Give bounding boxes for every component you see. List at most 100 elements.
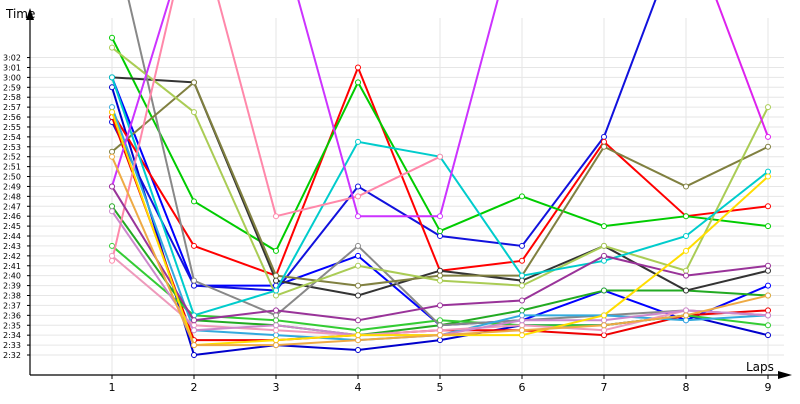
data-point [683, 287, 689, 294]
data-point [191, 317, 197, 324]
x-axis-arrow [778, 371, 792, 379]
data-point [601, 133, 607, 140]
data-point [355, 347, 361, 354]
data-point [355, 282, 361, 289]
data-point [601, 138, 607, 145]
ticks-layer: 2:322:332:342:352:362:372:382:392:402:41… [3, 54, 772, 394]
x-tick-label: 6 [519, 381, 526, 394]
data-point [273, 312, 279, 319]
data-point [191, 277, 197, 284]
data-point [683, 267, 689, 274]
y-tick-label: 2:50 [3, 173, 21, 182]
data-point [519, 312, 525, 319]
data-point [109, 183, 115, 190]
series-19 [109, 183, 771, 324]
data-point [601, 287, 607, 294]
data-point [519, 322, 525, 329]
data-point [765, 203, 771, 210]
data-point [601, 143, 607, 150]
data-point [765, 292, 771, 299]
data-point [355, 327, 361, 334]
data-point [191, 79, 197, 86]
data-point [109, 44, 115, 51]
data-point [355, 317, 361, 324]
y-tick-label: 2:58 [3, 93, 21, 102]
data-point [355, 332, 361, 339]
data-point [109, 34, 115, 41]
y-tick-label: 2:34 [3, 331, 21, 340]
data-point [765, 332, 771, 339]
data-point [437, 337, 443, 344]
data-point [273, 287, 279, 294]
data-point [355, 252, 361, 259]
data-point [273, 307, 279, 314]
data-point [109, 84, 115, 91]
data-point [519, 297, 525, 304]
data-point [519, 307, 525, 314]
data-point [355, 64, 361, 71]
y-tick-label: 2:36 [3, 311, 21, 320]
data-point [765, 133, 771, 140]
y-tick-label: 2:33 [3, 341, 21, 350]
data-point [519, 257, 525, 264]
y-tick-label: 3:02 [3, 54, 21, 63]
y-axis-title: Time [5, 7, 35, 21]
series-15 [109, 0, 443, 264]
data-point [355, 242, 361, 249]
data-point [765, 223, 771, 230]
y-tick-label: 2:48 [3, 192, 21, 201]
data-point [191, 242, 197, 249]
data-point [765, 173, 771, 180]
data-point [683, 312, 689, 319]
y-tick-label: 2:35 [3, 321, 21, 330]
data-point [437, 317, 443, 324]
data-point [765, 322, 771, 329]
x-tick-label: 5 [437, 381, 444, 394]
data-point [355, 183, 361, 190]
data-point [437, 153, 443, 160]
series-6 [109, 34, 771, 254]
data-point [601, 317, 607, 324]
y-tick-label: 2:57 [3, 103, 21, 112]
x-tick-label: 9 [765, 381, 772, 394]
data-point [109, 153, 115, 160]
x-tick-label: 3 [273, 381, 280, 394]
data-point [683, 213, 689, 220]
axis-layer: Time Laps [5, 7, 792, 379]
data-point [519, 193, 525, 200]
data-point [437, 233, 443, 240]
data-point [765, 267, 771, 274]
data-point [601, 322, 607, 329]
y-tick-label: 3:01 [3, 63, 21, 72]
data-point [273, 272, 279, 279]
data-point [765, 168, 771, 175]
data-point [273, 292, 279, 299]
data-point [601, 223, 607, 230]
x-tick-label: 1 [109, 381, 116, 394]
data-point [191, 198, 197, 205]
data-point [437, 213, 443, 220]
data-point [273, 342, 279, 349]
data-point [273, 332, 279, 339]
x-tick-label: 7 [601, 381, 608, 394]
data-point [519, 327, 525, 334]
data-point [355, 79, 361, 86]
data-point [273, 317, 279, 324]
data-point [109, 257, 115, 264]
data-point [109, 203, 115, 210]
data-point [683, 317, 689, 324]
y-tick-label: 2:47 [3, 202, 21, 211]
data-point [765, 262, 771, 269]
y-tick-label: 2:56 [3, 113, 21, 122]
y-tick-label: 2:52 [3, 153, 21, 162]
y-tick-label: 2:53 [3, 143, 21, 152]
data-point [191, 282, 197, 289]
y-tick-label: 2:59 [3, 83, 21, 92]
x-tick-label: 8 [683, 381, 690, 394]
data-point [683, 233, 689, 240]
y-tick-label: 2:45 [3, 222, 21, 231]
data-point [273, 337, 279, 344]
data-point [437, 272, 443, 279]
